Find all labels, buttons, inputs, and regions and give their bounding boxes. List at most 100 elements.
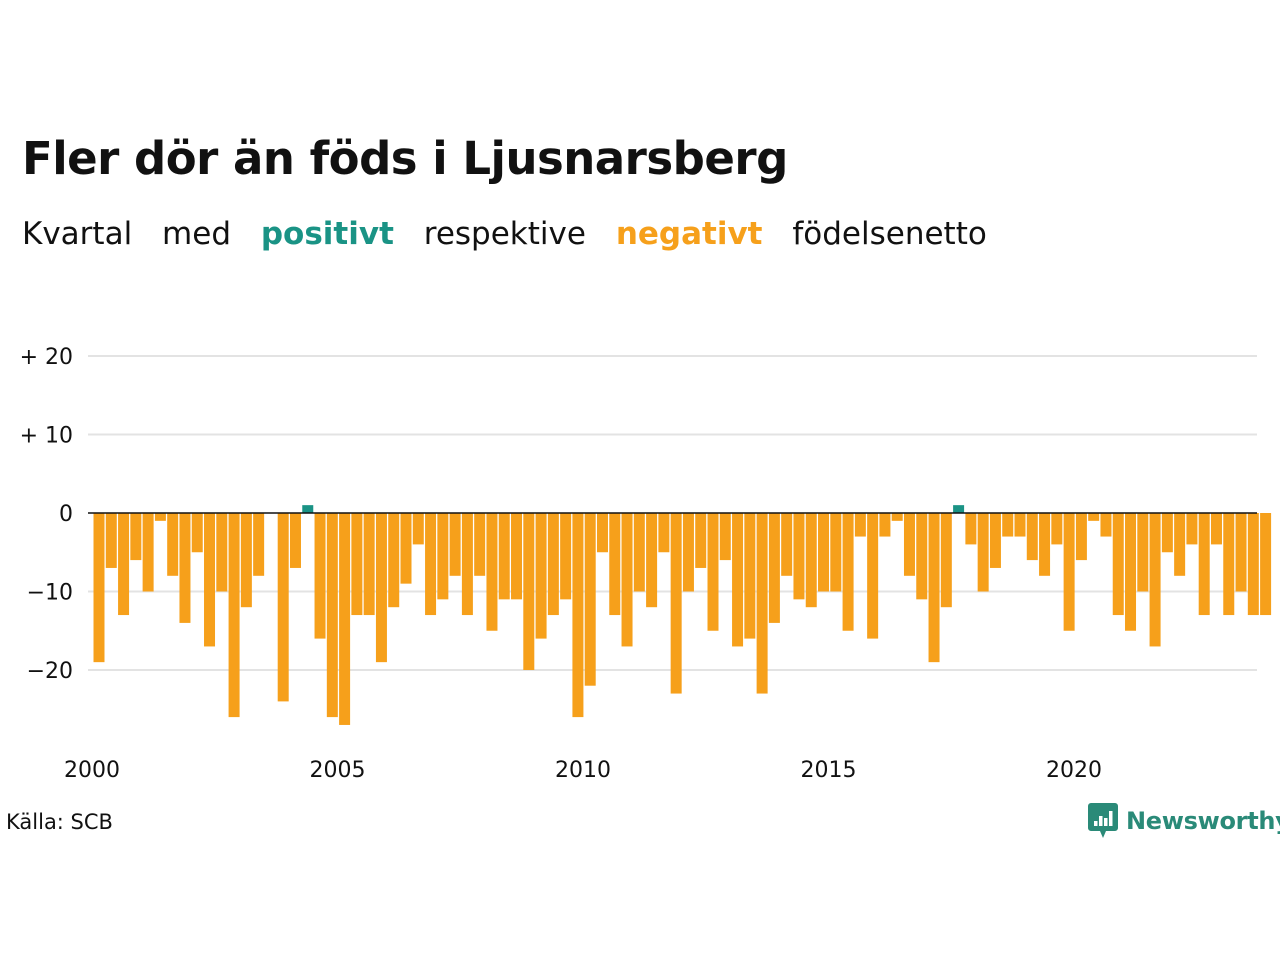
logo-text: Newsworthy <box>1126 807 1280 835</box>
bar-q90 <box>1186 513 1198 545</box>
bar-q89 <box>1174 513 1186 576</box>
subtitle-positive-label: positivt <box>260 216 394 252</box>
bar-q65 <box>879 513 891 537</box>
bar-q19 <box>314 513 326 639</box>
bar-q75 <box>1002 513 1014 537</box>
bar-q45 <box>633 513 645 592</box>
source-note: Källa: SCB <box>6 810 113 834</box>
bar-q50 <box>695 513 707 568</box>
bar-chart: + 20 + 10 0 −10 −20 2000 2005 2010 2015 2020 <box>20 345 1272 783</box>
bar-q74 <box>989 513 1001 568</box>
bar-q84 <box>1112 513 1124 616</box>
bar-q83 <box>1100 513 1112 537</box>
bar-q32 <box>474 513 486 576</box>
bar-q62 <box>842 513 854 631</box>
newsworthy-logo: Newsworthy <box>1088 803 1280 839</box>
bar-q80 <box>1063 513 1075 631</box>
subtitle-negative-label: negativt <box>615 216 763 252</box>
chart-title: Fler dör än föds i Ljusnarsberg <box>22 132 788 185</box>
bar-q2 <box>105 513 117 568</box>
y-tick-label: 0 <box>59 502 73 527</box>
bar-q1 <box>93 513 105 663</box>
bar-q49 <box>682 513 694 592</box>
bar-q33 <box>486 513 498 631</box>
bar-q53 <box>732 513 744 647</box>
bar-q91 <box>1198 513 1210 616</box>
bar-q20 <box>326 513 338 718</box>
bar-q46 <box>646 513 658 608</box>
bar-q73 <box>977 513 989 592</box>
bar-q77 <box>1026 513 1038 561</box>
bar-q43 <box>609 513 621 616</box>
bar-q66 <box>891 513 903 521</box>
bar-q58 <box>793 513 805 600</box>
y-tick-label: + 20 <box>20 345 73 370</box>
bar-q23 <box>363 513 375 616</box>
x-tick-label: 2015 <box>801 758 857 783</box>
bar-q22 <box>351 513 363 616</box>
bar-q70 <box>940 513 952 608</box>
bar-q44 <box>621 513 633 647</box>
bar-q17 <box>289 513 301 568</box>
bar-q30 <box>449 513 461 576</box>
chart-subtitle: Kvartal med positivt respektive negativt… <box>22 216 1001 252</box>
bar-q69 <box>928 513 940 663</box>
bar-q60 <box>818 513 830 592</box>
bar-q67 <box>903 513 915 576</box>
bar-q63 <box>854 513 866 537</box>
bar-q14 <box>253 513 265 576</box>
y-tick-label: −20 <box>27 659 73 684</box>
bar-q79 <box>1051 513 1063 545</box>
bar-q56 <box>768 513 780 623</box>
bar-q95 <box>1247 513 1259 616</box>
bar-q57 <box>781 513 793 576</box>
bar-q96 <box>1260 513 1272 616</box>
bar-q42 <box>596 513 608 553</box>
x-tick-label: 2000 <box>64 758 120 783</box>
bar-q9 <box>191 513 203 553</box>
bar-q26 <box>400 513 412 584</box>
bar-q37 <box>535 513 547 639</box>
subtitle-word-kvartal: Kvartal <box>22 216 133 252</box>
bar-q29 <box>437 513 449 600</box>
bar-q54 <box>744 513 756 639</box>
bar-q25 <box>388 513 400 608</box>
bar-q7 <box>167 513 179 576</box>
bar-q18 <box>302 505 314 513</box>
bar-q72 <box>965 513 977 545</box>
bar-q51 <box>707 513 719 631</box>
bar-q24 <box>375 513 387 663</box>
bar-q52 <box>719 513 731 561</box>
bar-q34 <box>498 513 510 600</box>
bar-q64 <box>867 513 879 639</box>
bar-q21 <box>339 513 351 725</box>
bar-q11 <box>216 513 228 592</box>
x-tick-label: 2020 <box>1046 758 1102 783</box>
bar-q86 <box>1137 513 1149 592</box>
bar-q31 <box>461 513 473 616</box>
bar-q27 <box>412 513 424 545</box>
bar-q68 <box>916 513 928 600</box>
subtitle-word-fodelsenetto: födelsenetto <box>792 216 987 252</box>
bar-q59 <box>805 513 817 608</box>
bar-q39 <box>560 513 572 600</box>
bar-q55 <box>756 513 768 694</box>
bar-q78 <box>1039 513 1051 576</box>
y-tick-label: + 10 <box>20 424 73 449</box>
bar-q5 <box>142 513 154 592</box>
bar-q76 <box>1014 513 1026 537</box>
bar-q94 <box>1235 513 1247 592</box>
bar-q16 <box>277 513 289 702</box>
bar-q41 <box>584 513 596 686</box>
bar-q82 <box>1088 513 1100 521</box>
bar-q61 <box>830 513 842 592</box>
bar-q28 <box>425 513 437 616</box>
bar-q87 <box>1149 513 1161 647</box>
bar-q10 <box>204 513 216 647</box>
bar-chart-speech-icon <box>1088 803 1118 838</box>
bar-q81 <box>1075 513 1087 561</box>
bar-q13 <box>240 513 252 608</box>
bar-q47 <box>658 513 670 553</box>
bar-q6 <box>154 513 166 521</box>
x-tick-label: 2005 <box>310 758 366 783</box>
